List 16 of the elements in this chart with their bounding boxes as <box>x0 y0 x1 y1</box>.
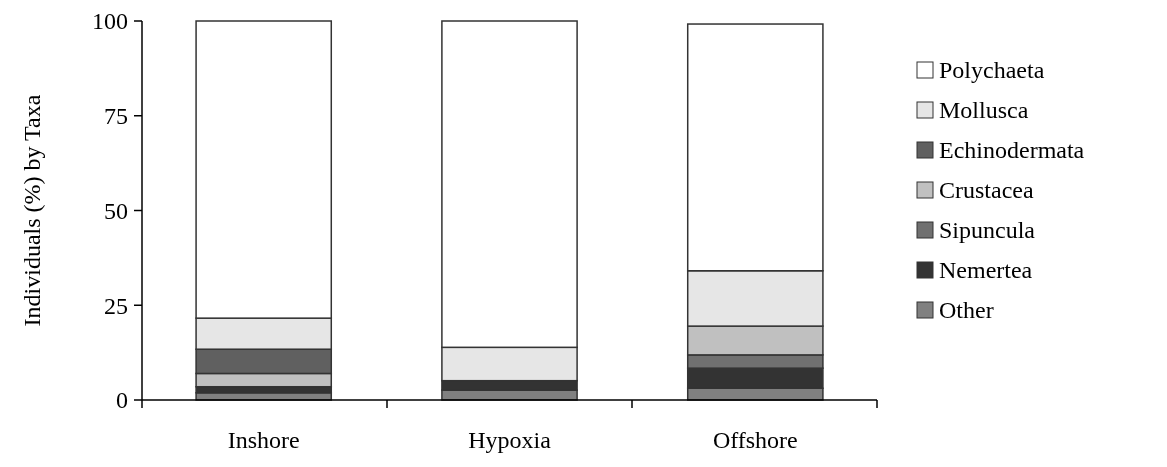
y-tick-label: 100 <box>92 8 128 35</box>
legend-label: Crustacea <box>939 177 1034 204</box>
y-tick-label: 25 <box>104 292 128 319</box>
legend-label: Nemertea <box>939 257 1033 284</box>
legend-label: Echinodermata <box>939 137 1085 164</box>
x-tick-label: Hypoxia <box>468 427 552 453</box>
y-tick-label: 0 <box>116 387 128 414</box>
x-tick-label: Offshore <box>712 427 798 453</box>
y-tick-label: 75 <box>104 103 128 130</box>
y-tick-label: 50 <box>104 197 128 224</box>
legend-label: Sipuncula <box>939 217 1036 244</box>
legend-label: Other <box>939 297 994 324</box>
x-tick-label: Inshore <box>227 427 300 453</box>
legend-label: Mollusca <box>939 97 1029 124</box>
legend-label: Polychaeta <box>939 57 1045 84</box>
y-axis-title: Individuals (%) by Taxa <box>19 94 45 327</box>
